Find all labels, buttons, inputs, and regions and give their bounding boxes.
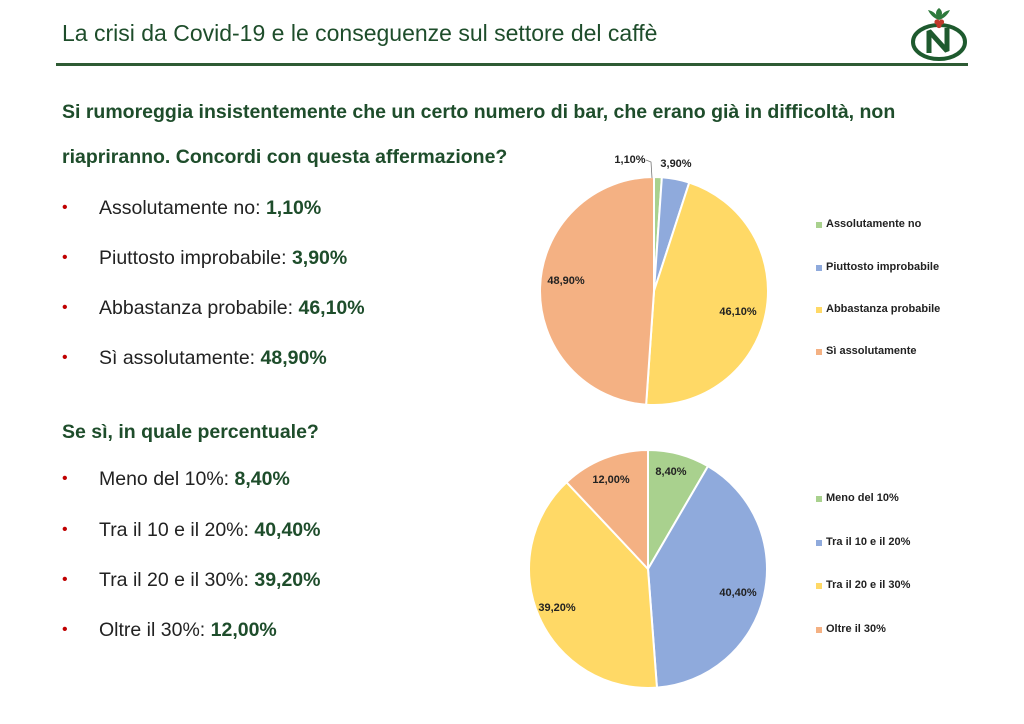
bullet-dot-icon: • bbox=[62, 521, 68, 538]
pie-chart-1: 1,10% 3,90% 46,10% 48,90% bbox=[500, 150, 800, 420]
legend-label: Meno del 10% bbox=[826, 492, 899, 504]
pie-slice bbox=[528, 480, 659, 689]
legend-swatch bbox=[816, 222, 822, 228]
legend-swatch bbox=[816, 583, 822, 589]
answer-value: 40,40% bbox=[254, 519, 321, 541]
answer-label: Oltre il 30%: bbox=[99, 619, 211, 641]
legend-swatch bbox=[816, 307, 822, 313]
legend-swatch bbox=[816, 627, 822, 633]
bullet-dot-icon: • bbox=[62, 199, 68, 216]
pie-chart-1-svg: 1,10% 3,90% 46,10% 48,90% bbox=[539, 154, 769, 406]
pie-slice bbox=[539, 175, 655, 406]
page-title: La crisi da Covid-19 e le conseguenze su… bbox=[62, 20, 658, 46]
pie-data-label: 3,90% bbox=[660, 158, 691, 170]
bullet-dot-icon: • bbox=[62, 470, 68, 487]
legend-label: Assolutamente no bbox=[826, 218, 922, 230]
survey-question-1-line-1: Si rumoreggia insistentemente che un cer… bbox=[62, 101, 896, 123]
answer-label: Abbastanza probabile: bbox=[99, 297, 299, 319]
bullet-dot-icon: • bbox=[62, 621, 68, 638]
bullet-dot-icon: • bbox=[62, 349, 68, 366]
pie-slice bbox=[646, 464, 768, 689]
answer-value: 3,90% bbox=[291, 247, 348, 269]
answer-label: Tra il 20 e il 30%: bbox=[99, 569, 255, 591]
leader-line bbox=[645, 159, 653, 179]
answer-label: Sì assolutamente: bbox=[99, 347, 261, 369]
pie-slice bbox=[565, 448, 649, 572]
legend-label: Piuttosto improbabile bbox=[826, 261, 940, 273]
legend-label: Abbastanza probabile bbox=[826, 303, 941, 315]
bullet-dot-icon: • bbox=[62, 299, 68, 316]
pie-data-label: 8,40% bbox=[655, 466, 686, 478]
pie-data-label: 40,40% bbox=[719, 587, 757, 599]
survey-question-2: Se sì, in quale percentuale? bbox=[62, 421, 319, 443]
pie-data-label: 1,10% bbox=[614, 154, 645, 166]
answer-value: 39,20% bbox=[254, 569, 321, 591]
answer-label: Piuttosto improbabile: bbox=[99, 247, 292, 269]
pie-data-label: 39,20% bbox=[538, 602, 576, 614]
answer-label: Meno del 10%: bbox=[99, 468, 235, 490]
legend-label: Tra il 10 e il 20% bbox=[826, 536, 911, 548]
answer-label: Tra il 10 e il 20%: bbox=[99, 519, 255, 541]
legend-swatch bbox=[816, 265, 822, 271]
survey-question-1-line-2: riapriranno. Concordi con questa afferma… bbox=[62, 146, 508, 168]
answer-value: 12,00% bbox=[210, 619, 277, 641]
legend-label: Tra il 20 e il 30% bbox=[826, 579, 911, 591]
coffee-brand-logo bbox=[911, 8, 967, 61]
legend-label: Oltre il 30% bbox=[826, 623, 886, 635]
legend-swatch bbox=[816, 349, 822, 355]
answer-value: 1,10% bbox=[265, 197, 322, 219]
pie-chart-2: 8,40% 40,40% 39,20% 12,00% bbox=[500, 440, 800, 700]
legend-swatch bbox=[816, 540, 822, 546]
answer-label: Assolutamente no: bbox=[99, 197, 266, 219]
answer-value: 48,90% bbox=[260, 347, 327, 369]
pie-data-label: 48,90% bbox=[547, 275, 585, 287]
pie-chart-2-svg: 8,40% 40,40% 39,20% 12,00% bbox=[528, 448, 768, 689]
answer-value: 8,40% bbox=[234, 468, 290, 490]
bullet-dot-icon: • bbox=[62, 249, 68, 266]
answer-value: 46,10% bbox=[298, 297, 365, 319]
pie-data-label: 46,10% bbox=[719, 306, 757, 318]
bullet-dot-icon: • bbox=[62, 571, 68, 588]
legend-swatch bbox=[816, 496, 822, 502]
pie-slice bbox=[645, 181, 769, 406]
legend-label: Sì assolutamente bbox=[826, 345, 917, 357]
pie-data-label: 12,00% bbox=[592, 474, 630, 486]
header-divider bbox=[56, 63, 968, 66]
